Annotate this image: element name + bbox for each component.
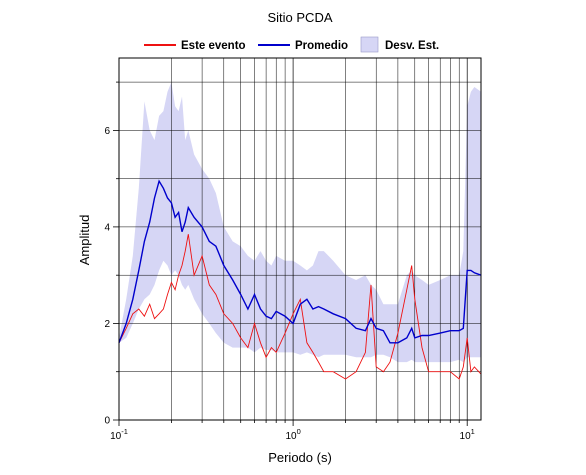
- y-tick-label: 4: [104, 222, 110, 233]
- std-dev-band: [119, 82, 481, 363]
- plot-frame: [118, 57, 482, 421]
- y-tick-label: 6: [104, 126, 110, 137]
- x-tick-label: 101: [460, 427, 475, 442]
- y-tick-label: 2: [104, 319, 110, 330]
- series-line-promedio: [118, 179, 482, 344]
- grid: [119, 58, 481, 420]
- chart-title: Sitio PCDA: [267, 10, 332, 25]
- legend: Este evento Promedio Desv. Est.: [144, 36, 439, 53]
- plot-area: [118, 57, 482, 421]
- y-axis-label: Amplitud: [77, 215, 92, 266]
- x-axis-label: Periodo (s): [268, 450, 332, 465]
- series-line-este-evento: [118, 234, 482, 380]
- legend-swatch: [360, 36, 379, 53]
- legend-label: Desv. Est.: [385, 40, 439, 52]
- x-tick-label: 10-1: [110, 427, 128, 442]
- legend-label: Promedio: [295, 40, 348, 52]
- legend-label: Este evento: [181, 40, 246, 52]
- y-axis-ticks: 0 2 4 6: [104, 81, 119, 427]
- x-axis-ticks: 10-1 100 101: [110, 420, 475, 442]
- y-tick-label: 0: [104, 416, 110, 427]
- x-tick-label: 100: [285, 427, 300, 442]
